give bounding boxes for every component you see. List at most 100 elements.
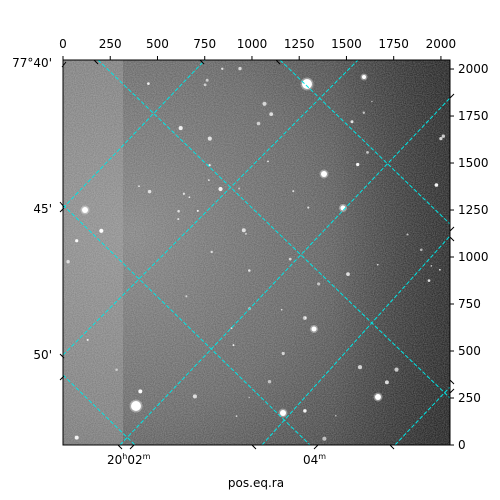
star bbox=[131, 401, 141, 411]
star bbox=[307, 206, 310, 209]
star bbox=[138, 185, 140, 188]
star bbox=[317, 282, 321, 286]
star bbox=[280, 410, 286, 416]
star bbox=[280, 308, 283, 311]
star bbox=[335, 415, 337, 417]
top-tick-label: 1250 bbox=[284, 37, 315, 51]
grid-line bbox=[119, 97, 450, 445]
star bbox=[66, 259, 70, 264]
ra-tick-label-0: 20h02m bbox=[107, 452, 151, 467]
star bbox=[207, 136, 212, 141]
star bbox=[357, 365, 363, 370]
star bbox=[185, 295, 188, 298]
star bbox=[427, 279, 431, 282]
right-tick-label: 750 bbox=[458, 297, 481, 311]
star bbox=[196, 209, 199, 212]
star bbox=[178, 126, 183, 131]
star bbox=[371, 100, 373, 103]
star bbox=[177, 218, 180, 221]
star bbox=[267, 160, 269, 163]
top-tick-label: 2000 bbox=[426, 37, 457, 51]
star bbox=[302, 79, 312, 89]
star bbox=[441, 134, 445, 138]
star bbox=[321, 171, 327, 177]
star bbox=[311, 326, 317, 332]
sky-image bbox=[63, 60, 450, 445]
top-tick-label: 250 bbox=[99, 37, 122, 51]
star bbox=[366, 150, 369, 154]
star bbox=[182, 192, 186, 195]
star bbox=[138, 389, 143, 394]
star-field bbox=[66, 66, 445, 441]
right-tick-label: 1250 bbox=[458, 203, 489, 217]
star bbox=[218, 186, 223, 192]
star bbox=[303, 409, 307, 413]
star bbox=[288, 257, 292, 261]
star bbox=[248, 396, 250, 399]
top-tick-label: 500 bbox=[146, 37, 169, 51]
grid-line bbox=[394, 386, 450, 445]
right-tick-label: 500 bbox=[458, 344, 481, 358]
star bbox=[82, 207, 88, 213]
star bbox=[86, 338, 89, 341]
right-tick-label: 1750 bbox=[458, 109, 489, 123]
star bbox=[210, 250, 213, 254]
star bbox=[238, 187, 241, 190]
star bbox=[241, 228, 246, 233]
star bbox=[267, 379, 272, 384]
top-tick-label: 0 bbox=[59, 37, 67, 51]
grid-line bbox=[279, 60, 450, 225]
top-tick-label: 1750 bbox=[378, 37, 409, 51]
star bbox=[235, 415, 238, 417]
star bbox=[188, 196, 191, 199]
star bbox=[115, 368, 118, 371]
star bbox=[346, 272, 350, 276]
right-tick-label: 1000 bbox=[458, 250, 489, 264]
star bbox=[74, 435, 79, 440]
star bbox=[177, 209, 180, 213]
dec-tick-label-2: 50' bbox=[33, 348, 52, 362]
star bbox=[356, 162, 360, 167]
star bbox=[256, 121, 261, 126]
star bbox=[192, 394, 197, 399]
world-tick-marks bbox=[59, 59, 455, 450]
star bbox=[203, 83, 207, 87]
star bbox=[232, 344, 235, 347]
star bbox=[269, 112, 274, 117]
star bbox=[439, 136, 443, 141]
right-pixel-axis: 0 250 500 750 1000 1250 1500 1750 2000 bbox=[450, 62, 489, 452]
dec-tick-label-0: 77°40' bbox=[12, 56, 52, 70]
top-pixel-axis: 0 250 500 750 1000 1250 1500 1750 2000 bbox=[59, 37, 456, 60]
star bbox=[376, 263, 379, 266]
star bbox=[419, 248, 423, 252]
star bbox=[208, 179, 210, 181]
x-axis-label: pos.eq.ra bbox=[228, 476, 284, 490]
star bbox=[262, 101, 267, 106]
star bbox=[221, 67, 224, 70]
grid-line bbox=[261, 235, 450, 445]
right-tick-label: 0 bbox=[458, 438, 466, 452]
ra-tick-label-1: 04m bbox=[303, 452, 326, 467]
star bbox=[147, 82, 150, 85]
star bbox=[292, 190, 295, 193]
star bbox=[244, 232, 247, 235]
grid-line bbox=[97, 60, 450, 399]
grid-line bbox=[63, 60, 359, 356]
star bbox=[248, 269, 251, 272]
star bbox=[208, 164, 211, 167]
coordinate-grid bbox=[63, 60, 450, 445]
star bbox=[362, 75, 366, 79]
top-tick-label: 750 bbox=[193, 37, 216, 51]
dec-tick-label-1: 45' bbox=[33, 202, 52, 216]
star bbox=[439, 268, 441, 271]
star bbox=[281, 351, 285, 356]
grid-line bbox=[63, 204, 311, 445]
right-tick-label: 250 bbox=[458, 391, 481, 405]
right-tick-label: 2000 bbox=[458, 62, 489, 76]
star bbox=[99, 228, 104, 233]
star bbox=[430, 265, 433, 267]
star bbox=[394, 367, 399, 372]
star bbox=[362, 111, 365, 114]
top-tick-label: 1500 bbox=[331, 37, 362, 51]
star bbox=[205, 78, 209, 82]
